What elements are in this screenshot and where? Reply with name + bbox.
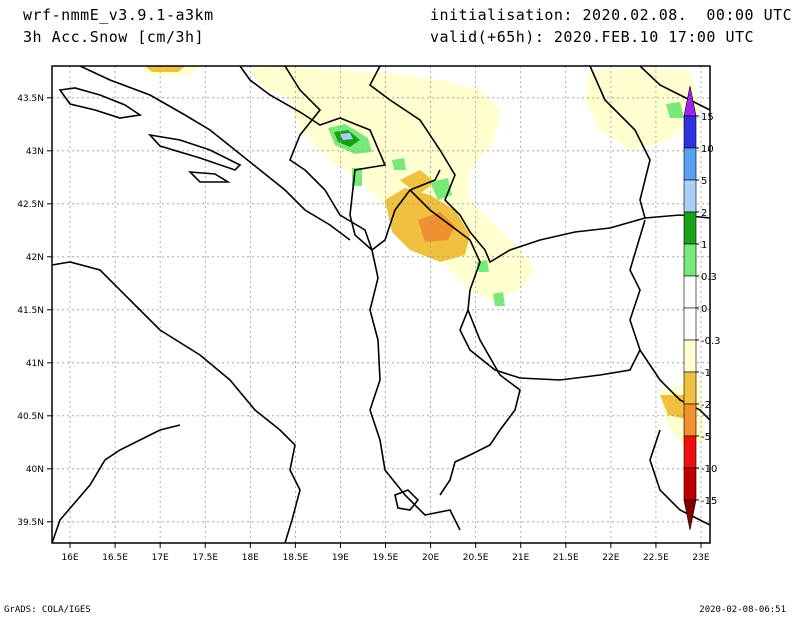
legend-label: 0.3 [701, 272, 717, 283]
lon-tick-label: 19.5E [373, 553, 399, 563]
lat-tick-label: 39.5N [17, 518, 44, 528]
legend-swatch [683, 243, 697, 277]
croatia-islands-1 [58, 87, 143, 119]
lon-tick-label: 22E [602, 553, 619, 563]
valid-time: valid(+65h): 2020.FEB.10 17:00 UTC [430, 28, 755, 46]
lat-tick-label: 41.5N [17, 306, 44, 316]
legend-label: -5 [701, 432, 711, 443]
lat-tick-label: 43N [26, 147, 44, 157]
legend-label: 1 [701, 240, 707, 251]
legend-label: -1 [701, 368, 711, 379]
legend-label: 10 [701, 144, 714, 155]
legend-label: 0 [701, 304, 707, 315]
snow-area-northeast [585, 68, 700, 150]
lon-tick-label: 19E [332, 553, 349, 563]
snow-area-green-3 [392, 158, 406, 170]
snow-area-green-6 [666, 102, 684, 118]
map-frame [51, 65, 711, 544]
lat-tick-label: 42N [26, 253, 44, 263]
init-time: initialisation: 2020.02.08. 00:00 UTC [430, 6, 793, 24]
lon-tick-label: 23E [692, 553, 709, 563]
legend-swatch [683, 403, 697, 437]
legend-label: 2 [701, 208, 707, 219]
legend-label: -2 [701, 400, 711, 411]
field-title: 3h Acc.Snow [cm/3h] [23, 28, 205, 46]
color-legend: 15 10 5 2 1 0.3 0 -0.3 -1 -2 -5 -10 -15 [683, 85, 721, 531]
legend-swatch [683, 435, 697, 469]
legend-label: 15 [701, 112, 714, 123]
corfu-island [394, 489, 420, 511]
lat-tick-label: 40N [26, 465, 44, 475]
legend-swatch [683, 275, 697, 309]
bulgaria-border [589, 66, 651, 219]
lat-tick-label: 40.5N [17, 412, 44, 422]
lon-tick-label: 17.5E [192, 553, 218, 563]
legend-swatch [683, 371, 697, 405]
lon-tick-label: 16.5E [102, 553, 128, 563]
lon-tick-label: 16E [61, 553, 78, 563]
legend-swatch [683, 467, 697, 501]
croatia-islands-2 [147, 133, 242, 171]
legend-label: -10 [701, 464, 717, 475]
serbia-border [368, 66, 710, 264]
legend-swatch [683, 115, 697, 149]
italy-coast [52, 261, 301, 543]
legend-label: 5 [701, 176, 707, 187]
snow-area-orange-2 [400, 170, 435, 195]
macedonia-border [459, 219, 646, 381]
albania-greece-border [439, 309, 521, 496]
credit-text: GrADS: COLA/IGES [4, 605, 91, 615]
greece-coast-south [649, 429, 710, 526]
greece-coast [639, 349, 710, 421]
timestamp-text: 2020-02-08-06:51 [699, 605, 786, 615]
lat-tick-label: 41N [26, 359, 44, 369]
montenegro-border [324, 169, 441, 252]
snow-area-darkorange [418, 212, 455, 242]
lon-tick-label: 21E [512, 553, 529, 563]
lat-tick-label: 43.5N [17, 94, 44, 104]
lon-tick-label: 18E [242, 553, 259, 563]
lat-axis-labels: 39.5N 40N 40.5N 41N 41.5N 42N 42.5N 43N 43.5N [17, 94, 52, 528]
lon-tick-label: 18.5E [283, 553, 309, 563]
legend-swatch [683, 339, 697, 373]
legend-arrow-bottom [683, 499, 697, 531]
snow-area-orange-3 [145, 66, 185, 72]
lon-tick-label: 17E [152, 553, 169, 563]
croatia-coast [79, 66, 351, 241]
croatia-islands-3 [187, 171, 231, 183]
lon-axis-labels: 16E 16.5E 17E 17.5E 18E 18.5E 19E 19.5E 20E 20.5E… [61, 543, 710, 563]
snow-area-blue-1 [340, 133, 353, 140]
lon-tick-label: 22.5E [643, 553, 669, 563]
lon-tick-label: 20E [422, 553, 439, 563]
lat-tick-label: 42.5N [17, 200, 44, 210]
coastline-borders [52, 66, 710, 543]
legend-label: -15 [701, 496, 717, 507]
legend-swatch [683, 211, 697, 245]
bosnia-border [284, 66, 326, 191]
kosovo-border [409, 189, 481, 311]
italy-coast-south [52, 424, 181, 543]
legend-swatch [683, 307, 697, 341]
legend-label: -0.3 [701, 336, 721, 347]
lon-tick-label: 21.5E [553, 553, 579, 563]
romania-border [639, 66, 710, 111]
legend-swatch [683, 179, 697, 213]
lon-tick-label: 20.5E [463, 553, 489, 563]
snow-area-green-4 [493, 292, 505, 306]
model-title: wrf-nmmE_v3.9.1-a3km [23, 6, 214, 24]
legend-swatch [683, 147, 697, 181]
